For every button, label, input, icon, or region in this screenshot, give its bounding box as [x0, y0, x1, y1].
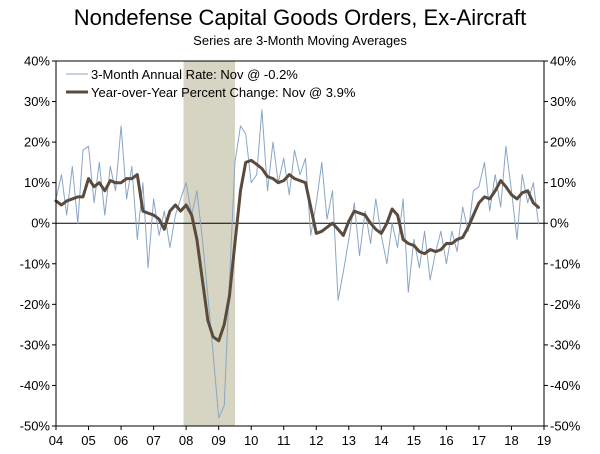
x-tick-label: 11 — [277, 433, 291, 448]
recession-band — [183, 61, 235, 426]
legend-label-3month: 3-Month Annual Rate: Nov @ -0.2% — [91, 67, 298, 82]
ticks-layer: 40% 40% 30% 30% 20% 20% 10% 10% 0% 0% -10% -10% -20%… — [20, 54, 581, 449]
x-tick-label: 06 — [114, 433, 128, 448]
x-tick-label: 10 — [244, 433, 258, 448]
recession-layer — [183, 61, 235, 426]
x-tick-label: 09 — [211, 433, 225, 448]
x-tick-label: 05 — [81, 433, 95, 448]
y-tick-label-left: 0% — [31, 216, 50, 231]
y-tick-label-right: -50% — [550, 419, 581, 434]
y-tick-label-right: -40% — [550, 378, 581, 393]
x-tick-label: 04 — [49, 433, 63, 448]
y-tick-label-right: 40% — [550, 54, 576, 69]
y-tick-label-right: -10% — [550, 256, 581, 271]
y-tick-label-left: 20% — [24, 135, 50, 150]
y-tick-label-right: 20% — [550, 135, 576, 150]
x-tick-label: 15 — [407, 433, 421, 448]
x-tick-label: 19 — [537, 433, 551, 448]
chart-title: Nondefense Capital Goods Orders, Ex-Airc… — [73, 5, 527, 30]
x-tick-label: 16 — [439, 433, 453, 448]
legend: 3-Month Annual Rate: Nov @ -0.2% Year-ove… — [66, 67, 356, 100]
y-tick-label-right: 30% — [550, 94, 576, 109]
series-line-3month-annual-rate — [55, 109, 539, 419]
y-tick-label-left: -30% — [20, 337, 51, 352]
y-tick-label-right: -30% — [550, 337, 581, 352]
x-tick-label: 12 — [309, 433, 323, 448]
y-tick-label-right: 10% — [550, 175, 576, 190]
x-tick-label: 17 — [472, 433, 486, 448]
x-tick-label: 08 — [179, 433, 193, 448]
y-tick-label-right: 0% — [550, 216, 569, 231]
plot-frame — [55, 60, 545, 427]
y-tick-label-left: -40% — [20, 378, 51, 393]
y-tick-label-left: -50% — [20, 419, 51, 434]
y-tick-label-left: 40% — [24, 54, 50, 69]
y-tick-label-left: -10% — [20, 256, 51, 271]
y-tick-label-left: -20% — [20, 297, 51, 312]
y-tick-label-left: 30% — [24, 94, 50, 109]
series-line-yoy-percent-change — [54, 158, 540, 343]
x-tick-label: 18 — [504, 433, 518, 448]
y-tick-label-right: -20% — [550, 297, 581, 312]
x-tick-label: 14 — [374, 433, 388, 448]
chart-subtitle: Series are 3-Month Moving Averages — [193, 33, 407, 48]
y-tick-label-left: 10% — [24, 175, 50, 190]
x-tick-label: 13 — [342, 433, 356, 448]
legend-label-yoy: Year-over-Year Percent Change: Nov @ 3.9… — [91, 85, 356, 100]
x-tick-label: 07 — [146, 433, 160, 448]
series-layer — [54, 109, 540, 419]
